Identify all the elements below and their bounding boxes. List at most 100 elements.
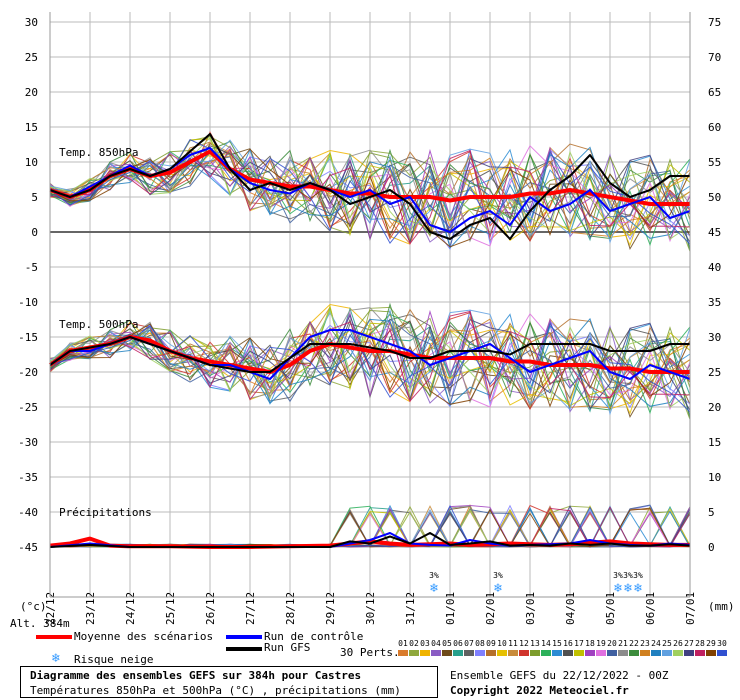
- y-tick-label-right: 35: [708, 296, 721, 309]
- member-color-swatch: [662, 650, 672, 656]
- y-tick-label-left: -15: [18, 331, 38, 344]
- member-color-swatch: [684, 650, 694, 656]
- member-id-label: 23: [640, 639, 650, 648]
- member-id-label: 21: [618, 639, 628, 648]
- y-tick-label-right: 70: [708, 51, 721, 64]
- series-mean-850: [49, 149, 690, 206]
- chart-axes: 22/12 23/12 24/12 25/12 26/12 27/12 28/12 29/12…: [18, 12, 721, 625]
- member-color-swatch: [420, 650, 430, 656]
- x-tick-label: 07/01: [684, 592, 697, 625]
- member-color-swatch: [607, 650, 617, 656]
- member-line-850: [49, 146, 691, 249]
- x-tick-label: 29/12: [324, 592, 337, 625]
- member-color-swatch: [552, 650, 562, 656]
- x-tick-label: 26/12: [204, 592, 217, 625]
- member-id-label: 13: [530, 639, 540, 648]
- y-tick-label-left: 0: [31, 226, 38, 239]
- member-color-swatch: [453, 650, 463, 656]
- series-gfs-850: [49, 133, 690, 240]
- y-tick-label-left: -25: [18, 401, 38, 414]
- main-series: [48, 133, 691, 549]
- series-gfs-precip: [49, 532, 691, 548]
- altitude-label: Alt. 384m: [10, 617, 70, 630]
- member-id-label: 11: [508, 639, 518, 648]
- copyright: Copyright 2022 Meteociel.fr: [450, 684, 629, 697]
- member-id-label: 25: [662, 639, 672, 648]
- member-id-label: 09: [486, 639, 496, 648]
- snow-risk-label: 3%: [493, 571, 503, 580]
- member-color-swatch: [706, 650, 716, 656]
- x-tick-label: 31/12: [404, 592, 417, 625]
- member-color-swatch: [398, 650, 408, 656]
- member-color-swatch: [673, 650, 683, 656]
- member-line-500: [49, 302, 691, 419]
- section-label-t500: Temp. 500hPa: [59, 318, 138, 331]
- member-id-label: 18: [585, 639, 595, 648]
- chart-title: Diagramme des ensembles GEFS sur 384h po…: [30, 669, 362, 682]
- y-tick-label-right: 10: [708, 471, 721, 484]
- series-mean-500: [48, 335, 690, 374]
- y-tick-label-left: -45: [18, 541, 38, 554]
- y-tick-label-left: 15: [25, 121, 38, 134]
- legend-mean-label: Moyenne des scénarios: [74, 630, 214, 643]
- snow-risk-icon: ❄: [613, 581, 622, 596]
- member-id-label: 03: [420, 639, 430, 648]
- member-id-label: 05: [442, 639, 452, 648]
- member-color-swatch: [618, 650, 628, 656]
- legend-gfs-label: Run GFS: [264, 641, 311, 654]
- x-tick-label: 25/12: [164, 592, 177, 625]
- x-tick-label: 24/12: [124, 592, 137, 625]
- legend-snow-label: Risque neige: [74, 653, 154, 666]
- member-id-label: 02: [409, 639, 419, 648]
- member-id-label: 07: [464, 639, 474, 648]
- snow-icon: ❄: [52, 651, 60, 666]
- legend-gfs-swatch: [226, 647, 262, 651]
- x-tick-label: 22/12: [44, 592, 57, 625]
- member-color-swatch: [629, 650, 639, 656]
- y-tick-label-right: 60: [708, 121, 721, 134]
- y-tick-label-right: 5: [708, 506, 715, 519]
- member-id-label: 19: [596, 639, 606, 648]
- member-legend: 01 02 03 04 05 06 07 08 09 10 11 12 13 14 15 16 17 18 19 20…: [398, 639, 727, 656]
- member-line-850: [49, 149, 691, 243]
- member-line-500: [49, 322, 691, 413]
- right-axis-unit: (mm): [708, 600, 735, 613]
- y-tick-label-right: 75: [708, 16, 721, 29]
- y-tick-label-left: 25: [25, 51, 38, 64]
- member-color-swatch: [640, 650, 650, 656]
- member-line-850: [49, 139, 691, 245]
- member-color-swatch: [464, 650, 474, 656]
- legend-perts-label: 30 Perts.: [340, 646, 400, 659]
- member-line-500: [49, 309, 691, 398]
- snow-risk-label: 3%: [613, 571, 623, 580]
- x-tick-label: 23/12: [84, 592, 97, 625]
- member-id-label: 22: [629, 639, 639, 648]
- snow-risk-label: 3%: [429, 571, 439, 580]
- y-tick-label-right: 20: [708, 401, 721, 414]
- member-color-swatch: [596, 650, 606, 656]
- member-color-swatch: [541, 650, 551, 656]
- y-tick-label-right: 50: [708, 191, 721, 204]
- member-id-label: 29: [706, 639, 716, 648]
- member-id-label: 01: [398, 639, 408, 648]
- member-color-swatch: [563, 650, 573, 656]
- member-line-500: [49, 308, 691, 416]
- member-line-850: [49, 148, 691, 240]
- member-id-label: 24: [651, 639, 661, 648]
- x-tick-label: 28/12: [284, 592, 297, 625]
- chart-subtitle: Températures 850hPa et 500hPa (°C) , pré…: [30, 684, 401, 697]
- x-tick-label: 03/01: [524, 592, 537, 625]
- member-line-850: [49, 148, 691, 245]
- member-line-850: [49, 146, 691, 241]
- member-color-swatch: [519, 650, 529, 656]
- member-line-500: [49, 313, 691, 411]
- y-tick-label-left: -35: [18, 471, 38, 484]
- member-color-swatch: [717, 650, 727, 656]
- y-tick-label-left: -10: [18, 296, 38, 309]
- section-label-precip: Précipitations: [59, 506, 152, 519]
- x-tick-label: 06/01: [644, 592, 657, 625]
- legend-control-swatch: [226, 635, 262, 639]
- member-color-swatch: [530, 650, 540, 656]
- member-id-label: 30: [717, 639, 727, 648]
